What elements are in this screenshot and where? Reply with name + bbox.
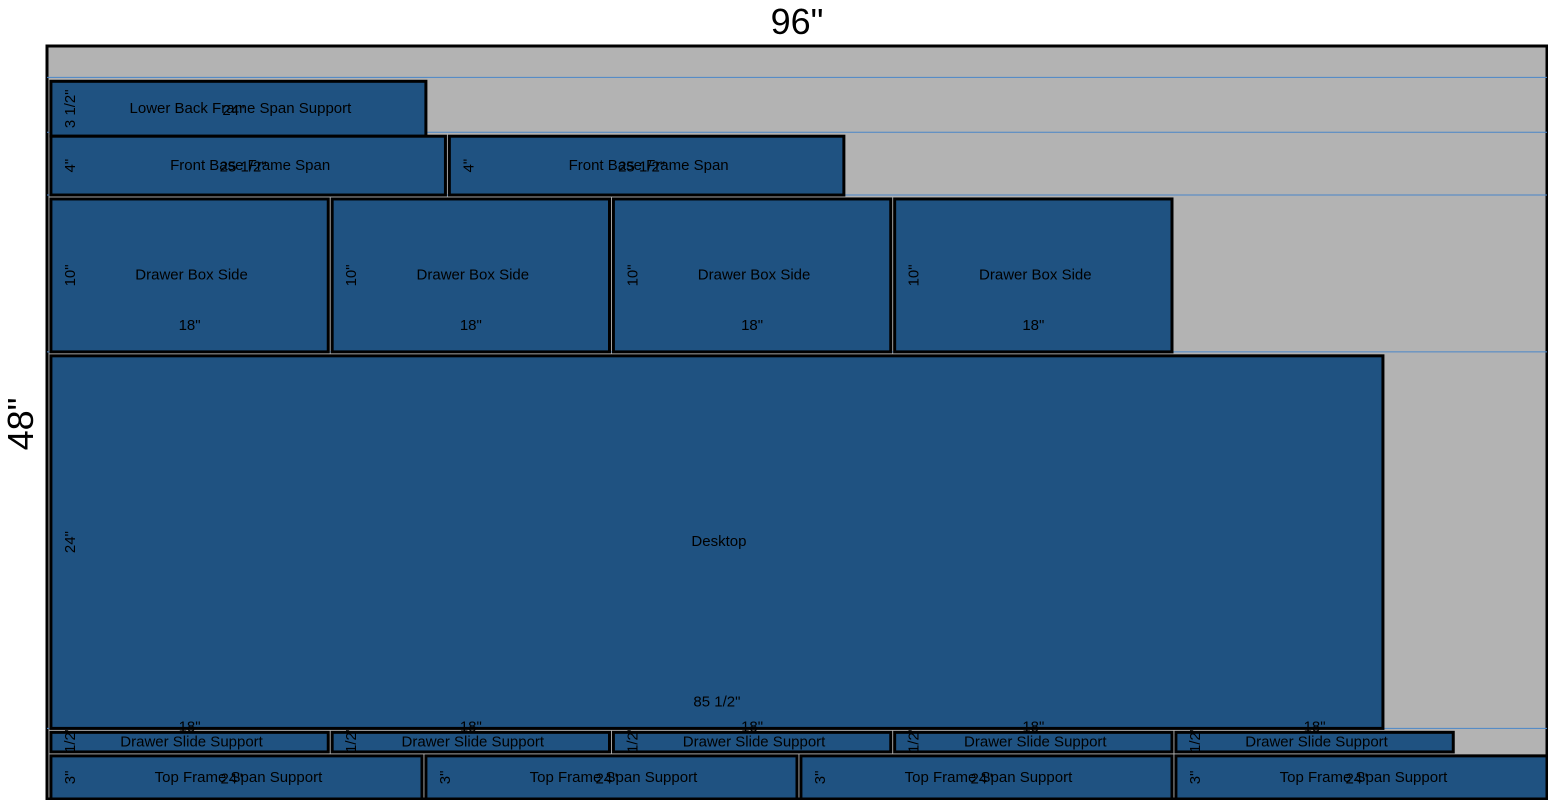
- piece-width-label: 18": [460, 317, 482, 334]
- piece-name-label: Drawer Slide Support: [402, 734, 545, 751]
- piece-rect: [49, 134, 447, 197]
- piece-height-label: 10": [62, 264, 79, 286]
- piece-width-label: 18": [1304, 718, 1326, 735]
- piece-rect: [49, 730, 330, 754]
- piece-height-label: 10": [906, 264, 923, 286]
- piece-rect: [49, 754, 424, 800]
- sheet-height-label: 48": [0, 398, 41, 451]
- piece-width-label: 85 1/2": [693, 693, 740, 710]
- piece-name-label: Top Frame Span Support: [530, 769, 698, 786]
- cut-piece: Drawer Box Side 18" 10": [330, 197, 611, 354]
- piece-width-label: 24": [970, 770, 992, 787]
- piece-name-label: Lower Back Frame Span Support: [130, 100, 353, 117]
- piece-width-label: 18": [741, 718, 763, 735]
- piece-rect: [893, 197, 1174, 354]
- piece-name-label: Desktop: [691, 533, 746, 550]
- piece-name-label: Drawer Box Side: [698, 266, 811, 283]
- cut-piece: Desktop 85 1/2" 24": [49, 354, 1385, 730]
- piece-height-label: 4": [62, 159, 79, 173]
- piece-rect: [330, 730, 611, 754]
- piece-name-label: Drawer Box Side: [135, 266, 248, 283]
- piece-name-label: Drawer Slide Support: [1245, 734, 1388, 751]
- piece-rect: [893, 730, 1174, 754]
- piece-name-label: Drawer Box Side: [417, 266, 530, 283]
- piece-width-label: 24": [1345, 770, 1367, 787]
- piece-width-label: 18": [1022, 718, 1044, 735]
- piece-rect: [330, 197, 611, 354]
- piece-rect: [424, 754, 799, 800]
- sheet-width-label: 96": [771, 1, 824, 42]
- piece-rect: [49, 197, 330, 354]
- piece-name-label: Drawer Slide Support: [120, 734, 263, 751]
- cut-piece: Drawer Box Side 18" 10": [49, 197, 330, 354]
- piece-height-label: 10": [624, 264, 641, 286]
- piece-rect: [799, 754, 1174, 800]
- piece-width-label: 18": [741, 317, 763, 334]
- piece-width-label: 18": [179, 317, 201, 334]
- piece-height-label: 3": [812, 771, 829, 785]
- piece-height-label: 3": [62, 771, 79, 785]
- piece-width-label: 18": [460, 718, 482, 735]
- piece-rect: [1174, 754, 1548, 800]
- piece-height-label: 24": [62, 531, 79, 553]
- piece-height-label: 10": [343, 264, 360, 286]
- piece-name-label: Top Frame Span Support: [1280, 769, 1448, 786]
- piece-width-label: 24": [595, 770, 617, 787]
- piece-rect: [611, 197, 893, 354]
- cut-piece: Drawer Box Side 18" 10": [611, 197, 893, 354]
- piece-width-label: 25 1/2": [618, 159, 665, 176]
- piece-height-label: 3": [1187, 771, 1204, 785]
- piece-name-label: Drawer Box Side: [979, 266, 1092, 283]
- piece-rect: [49, 354, 1385, 730]
- piece-width-label: 18": [1022, 317, 1044, 334]
- piece-rect: [447, 134, 846, 197]
- piece-height-label: 3": [437, 771, 454, 785]
- cut-piece: Drawer Box Side 18" 10": [893, 197, 1174, 354]
- piece-width-label: 24": [220, 770, 242, 787]
- piece-name-label: Front Base Frame Span: [569, 157, 729, 174]
- piece-name-label: Top Frame Span Support: [155, 769, 323, 786]
- piece-width-label: 18": [179, 718, 201, 735]
- piece-name-label: Drawer Slide Support: [964, 734, 1107, 751]
- piece-rect: [1174, 730, 1455, 754]
- piece-height-label: 3 1/2": [62, 89, 79, 128]
- piece-width-label: 24": [222, 102, 244, 119]
- piece-rect: [611, 730, 893, 754]
- piece-name-label: Top Frame Span Support: [905, 769, 1073, 786]
- piece-width-label: 25 1/2": [220, 159, 267, 176]
- piece-height-label: 4": [460, 159, 477, 173]
- piece-name-label: Front Base Frame Span: [170, 157, 330, 174]
- piece-name-label: Drawer Slide Support: [683, 734, 826, 751]
